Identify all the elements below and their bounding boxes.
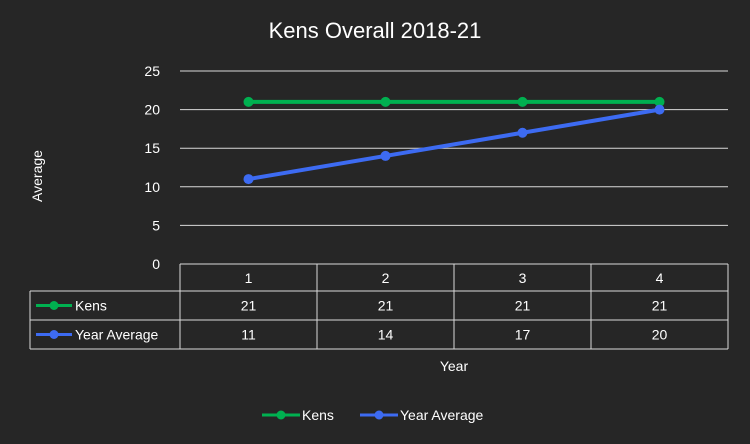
x-tick-label: 2 bbox=[382, 270, 390, 286]
y-tick-label: 10 bbox=[144, 179, 160, 195]
data-point bbox=[380, 150, 391, 161]
data-table-cell: 17 bbox=[515, 327, 531, 343]
data-table-cell: 21 bbox=[241, 298, 257, 314]
data-point bbox=[380, 96, 391, 107]
table-series-label: Year Average bbox=[75, 327, 159, 343]
y-tick-label: 0 bbox=[152, 256, 160, 272]
y-axis-title: Average bbox=[29, 150, 45, 202]
data-point bbox=[517, 96, 528, 107]
chart-title: Kens Overall 2018-21 bbox=[269, 18, 482, 43]
legend-label: Year Average bbox=[400, 407, 484, 423]
data-table: 1 2 3 4 Kens 21 21 21 21 Year Average 11 14 17 20 bbox=[29, 263, 729, 350]
x-tick-label: 1 bbox=[245, 270, 253, 286]
legend-key-marker bbox=[374, 410, 384, 420]
data-point bbox=[243, 96, 254, 107]
data-table-cell: 21 bbox=[515, 298, 531, 314]
data-table-cell: 21 bbox=[652, 298, 668, 314]
x-tick-label: 4 bbox=[656, 270, 664, 286]
series-lines bbox=[243, 96, 665, 185]
table-series-label: Kens bbox=[75, 298, 107, 314]
data-table-cell: 21 bbox=[378, 298, 394, 314]
data-point bbox=[517, 127, 528, 138]
y-tick-label: 15 bbox=[144, 140, 160, 156]
legend-label: Kens bbox=[302, 407, 334, 423]
data-table-cell: 14 bbox=[378, 327, 394, 343]
y-axis-ticks: 0 5 10 15 20 25 bbox=[144, 63, 160, 272]
table-legend-key-marker bbox=[49, 301, 59, 310]
legend: Kens Year Average bbox=[262, 407, 484, 423]
x-tick-label: 3 bbox=[519, 270, 527, 286]
legend-key-marker bbox=[276, 410, 286, 420]
x-axis-title: Year bbox=[440, 358, 469, 374]
data-table-cell: 20 bbox=[652, 327, 668, 343]
table-legend-key-marker bbox=[49, 330, 59, 339]
data-point bbox=[243, 174, 254, 185]
gridlines bbox=[180, 70, 728, 226]
y-tick-label: 20 bbox=[144, 102, 160, 118]
data-table-cell: 11 bbox=[241, 327, 256, 343]
data-point bbox=[654, 104, 665, 115]
y-tick-label: 5 bbox=[152, 217, 160, 233]
data-point bbox=[654, 96, 665, 107]
y-tick-label: 25 bbox=[144, 63, 160, 79]
series-line-1 bbox=[246, 107, 662, 182]
